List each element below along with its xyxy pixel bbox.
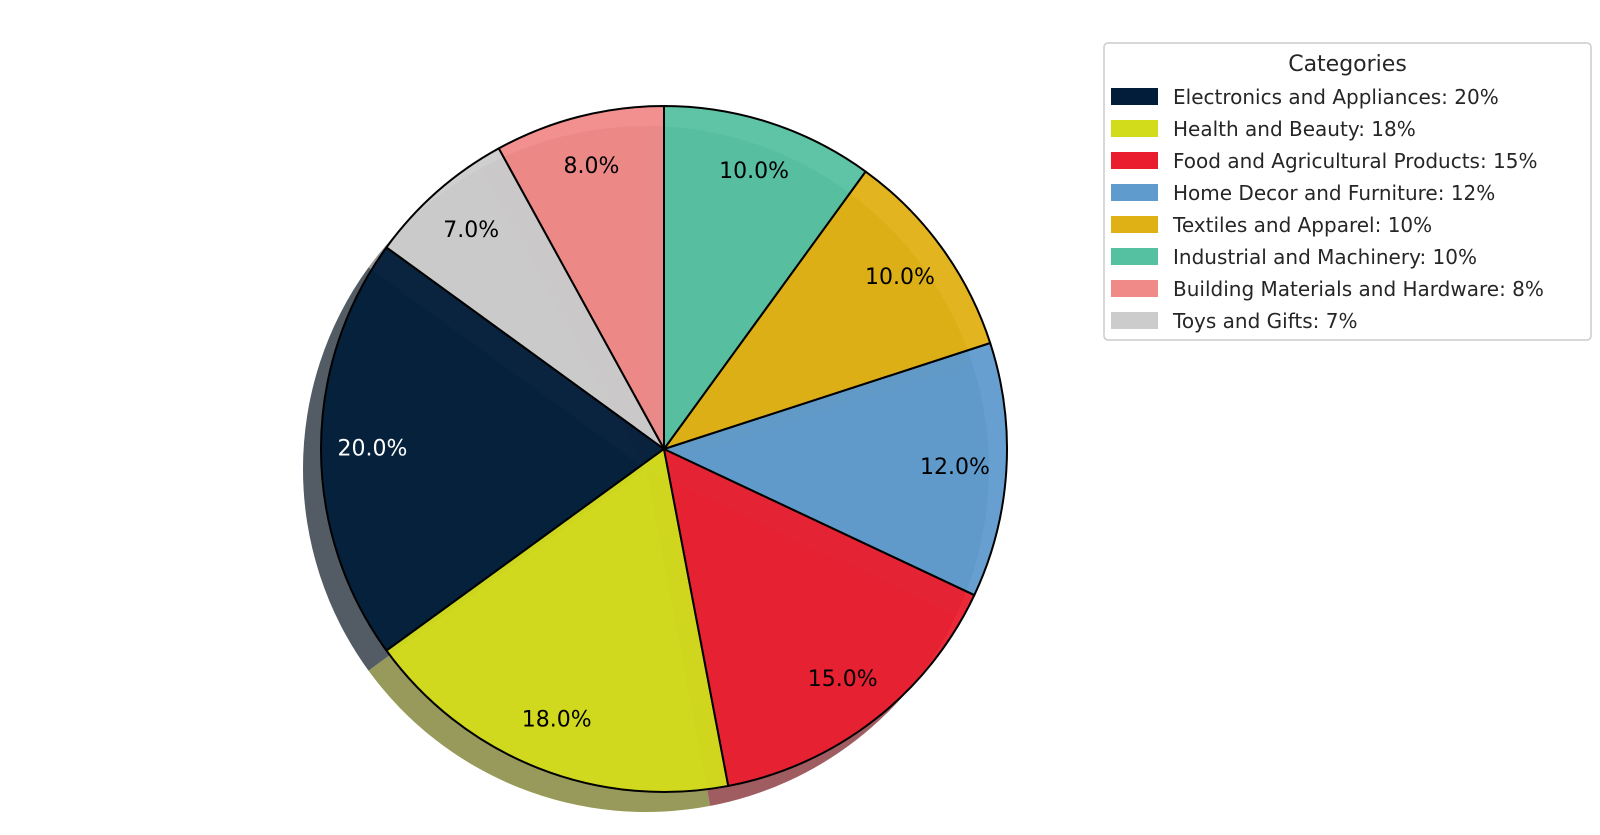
- pie-slice-layer: [320, 105, 1008, 793]
- pie-slice-industrial-and-machinery: [663, 105, 867, 450]
- legend-label-textiles-and-apparel: Textiles and Apparel: 10%: [1172, 213, 1432, 237]
- pie-slice-building-materials-and-hardware: [497, 105, 665, 450]
- pie-label-layer: 20.0% 18.0% 15.0% 12.0% 10.0% 10.0% 8.0% 7.0%: [337, 154, 990, 733]
- legend-swatch-electronics-and-appliances: [1111, 88, 1158, 105]
- pie-label-toys-and-gifts: 7.0%: [443, 218, 499, 243]
- legend-label-health-and-beauty: Health and Beauty: 18%: [1173, 117, 1416, 141]
- legend-swatch-toys-and-gifts: [1111, 312, 1158, 329]
- legend-label-food-and-agricultural-products: Food and Agricultural Products: 15%: [1173, 149, 1538, 173]
- legend-swatch-building-materials-and-hardware: [1111, 280, 1158, 297]
- pie-label-electronics-and-appliances: 20.0%: [337, 437, 407, 462]
- pie-label-home-decor-and-furniture: 12.0%: [920, 455, 990, 480]
- pie-label-health-and-beauty: 18.0%: [522, 708, 592, 733]
- legend-swatch-food-and-agricultural-products: [1111, 152, 1158, 169]
- legend-swatch-textiles-and-apparel: [1111, 216, 1158, 233]
- pie-slice-electronics-and-appliances: [320, 246, 665, 652]
- legend-entries: Electronics and Appliances: 20% Health an…: [1111, 85, 1544, 333]
- legend-swatch-home-decor-and-furniture: [1111, 184, 1158, 201]
- pie-slice-toys-and-gifts: [385, 147, 665, 450]
- pie-slice-textiles-and-apparel: [663, 170, 992, 450]
- pie-label-food-and-agricultural-products: 15.0%: [808, 667, 878, 692]
- pie-label-textiles-and-apparel: 10.0%: [865, 265, 935, 290]
- legend-title: Categories: [1288, 52, 1407, 77]
- pie-label-building-materials-and-hardware: 8.0%: [564, 154, 620, 179]
- legend-label-building-materials-and-hardware: Building Materials and Hardware: 8%: [1173, 277, 1544, 301]
- legend-label-toys-and-gifts: Toys and Gifts: 7%: [1172, 309, 1357, 333]
- legend-swatch-health-and-beauty: [1111, 120, 1158, 137]
- pie-slice-home-decor-and-furniture: [663, 342, 1008, 597]
- pie-slice-health-and-beauty: [385, 448, 730, 793]
- legend: Categories Electronics and Appliances: 2…: [1103, 42, 1592, 341]
- legend-label-home-decor-and-furniture: Home Decor and Furniture: 12%: [1173, 181, 1495, 205]
- legend-label-electronics-and-appliances: Electronics and Appliances: 20%: [1173, 85, 1499, 109]
- pie-label-industrial-and-machinery: 10.0%: [719, 159, 789, 184]
- legend-swatch-industrial-and-machinery: [1111, 248, 1158, 265]
- legend-label-industrial-and-machinery: Industrial and Machinery: 10%: [1173, 245, 1477, 269]
- pie-slice-food-and-agricultural-products: [663, 448, 976, 787]
- legend-frame: [1103, 42, 1592, 341]
